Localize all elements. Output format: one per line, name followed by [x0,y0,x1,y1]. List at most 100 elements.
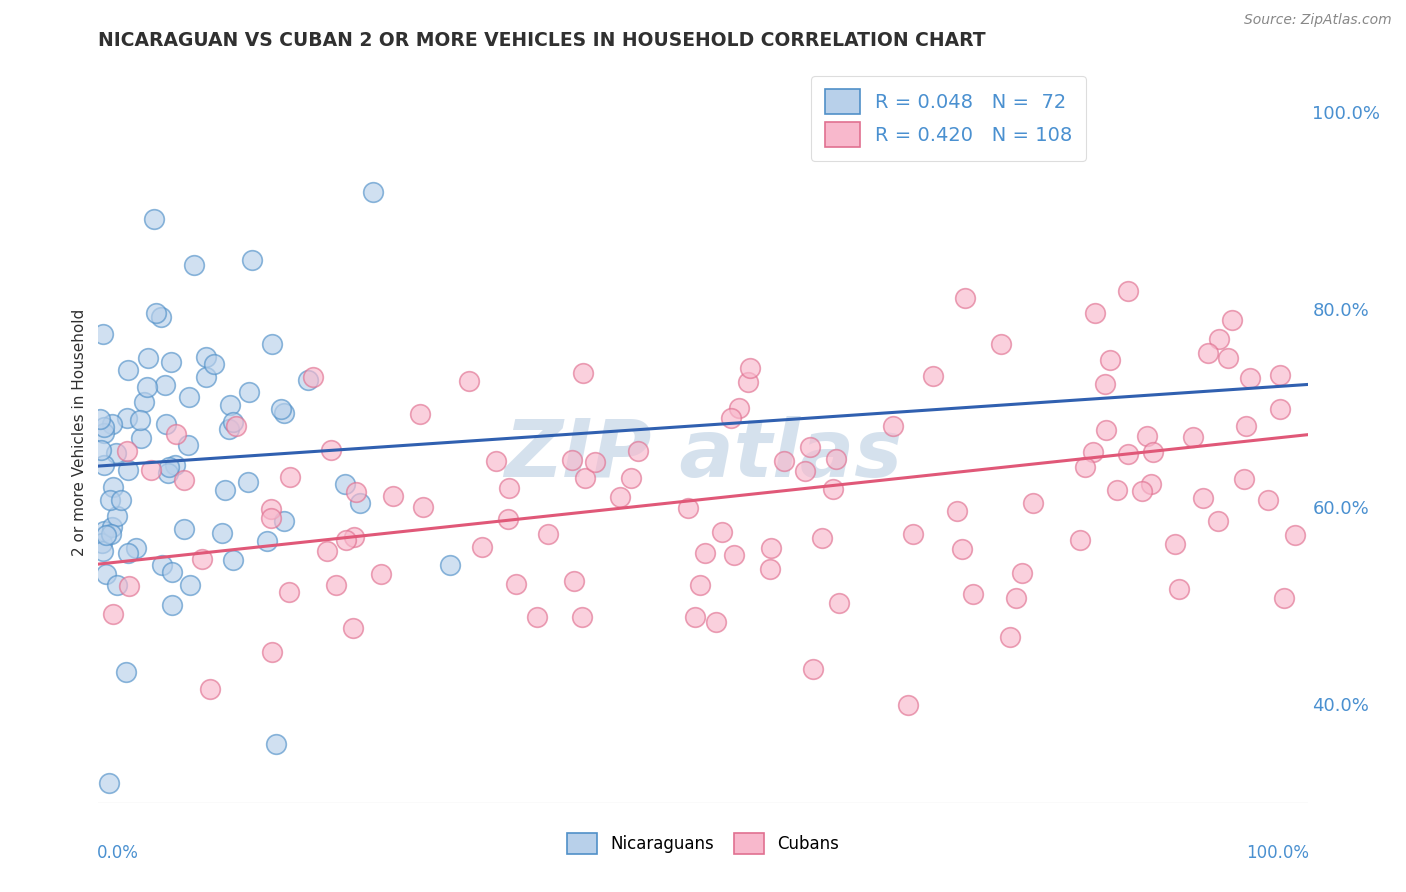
Point [177,438,200,452]
Point [222,415,245,429]
Point [678,501,700,516]
Point [609,491,631,505]
Point [173,522,195,536]
Point [211,525,233,540]
Point [335,533,357,547]
Point [194,351,217,365]
Point [89,412,111,426]
Point [139,463,162,477]
Point [1181,430,1204,444]
Point [571,609,593,624]
Point [222,553,245,567]
Point [270,402,292,417]
Point [1208,514,1230,528]
Point [149,310,172,324]
Point [561,453,583,467]
Point [1216,351,1239,365]
Point [297,373,319,387]
Point [100,417,122,431]
Point [799,440,821,454]
Point [537,527,560,541]
Point [115,444,138,458]
Point [302,370,325,384]
Point [562,574,585,588]
Point [693,546,716,560]
Point [316,544,339,558]
Point [136,351,159,366]
Point [1239,370,1261,384]
Point [720,411,742,425]
Point [620,470,643,484]
Point [711,525,734,540]
Point [1220,313,1243,327]
Point [143,211,166,226]
Text: 100.0%: 100.0% [1246,844,1309,862]
Point [118,578,141,592]
Point [1234,419,1257,434]
Point [1136,429,1159,443]
Text: NICARAGUAN VS CUBAN 2 OR MORE VEHICLES IN HOUSEHOLD CORRELATION CHART: NICARAGUAN VS CUBAN 2 OR MORE VEHICLES I… [98,30,986,50]
Y-axis label: 2 or more Vehicles in Household: 2 or more Vehicles in Household [72,309,87,557]
Point [153,378,176,392]
Point [94,528,117,542]
Point [1116,446,1139,460]
Point [160,565,183,579]
Point [90,442,112,457]
Point [117,463,139,477]
Point [574,471,596,485]
Point [689,577,711,591]
Point [262,645,284,659]
Point [825,452,848,467]
Point [370,566,392,581]
Point [1099,353,1122,368]
Point [946,504,969,518]
Point [1232,472,1254,486]
Point [1268,368,1291,383]
Point [738,361,761,376]
Point [953,291,976,305]
Point [1191,491,1213,505]
Point [706,615,728,629]
Point [105,578,128,592]
Point [1107,483,1129,497]
Point [125,541,148,555]
Point [165,458,187,472]
Point [821,483,844,497]
Point [98,493,121,508]
Point [136,379,159,393]
Point [950,542,973,557]
Point [225,419,247,434]
Point [101,607,124,621]
Point [115,411,138,425]
Point [219,398,242,412]
Point [1167,582,1189,597]
Point [526,610,548,624]
Point [1094,377,1116,392]
Point [801,662,824,676]
Point [882,418,904,433]
Point [165,427,187,442]
Point [409,407,432,421]
Point [1142,445,1164,459]
Point [273,514,295,528]
Legend: Nicaraguans, Cubans: Nicaraguans, Cubans [560,826,846,861]
Point [471,540,494,554]
Point [117,363,139,377]
Point [496,512,519,526]
Point [723,548,745,562]
Point [1130,483,1153,498]
Point [737,376,759,390]
Point [998,630,1021,644]
Point [485,454,508,468]
Point [1268,401,1291,416]
Point [1074,460,1097,475]
Point [1272,591,1295,605]
Point [157,466,180,480]
Point [278,585,301,599]
Point [922,368,945,383]
Point [129,413,152,427]
Point [1116,284,1139,298]
Point [1284,528,1306,542]
Point [572,366,595,380]
Point [160,598,183,612]
